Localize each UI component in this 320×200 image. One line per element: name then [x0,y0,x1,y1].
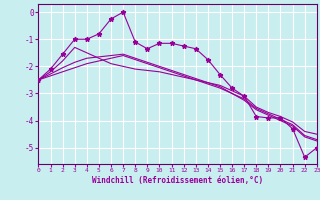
X-axis label: Windchill (Refroidissement éolien,°C): Windchill (Refroidissement éolien,°C) [92,176,263,185]
